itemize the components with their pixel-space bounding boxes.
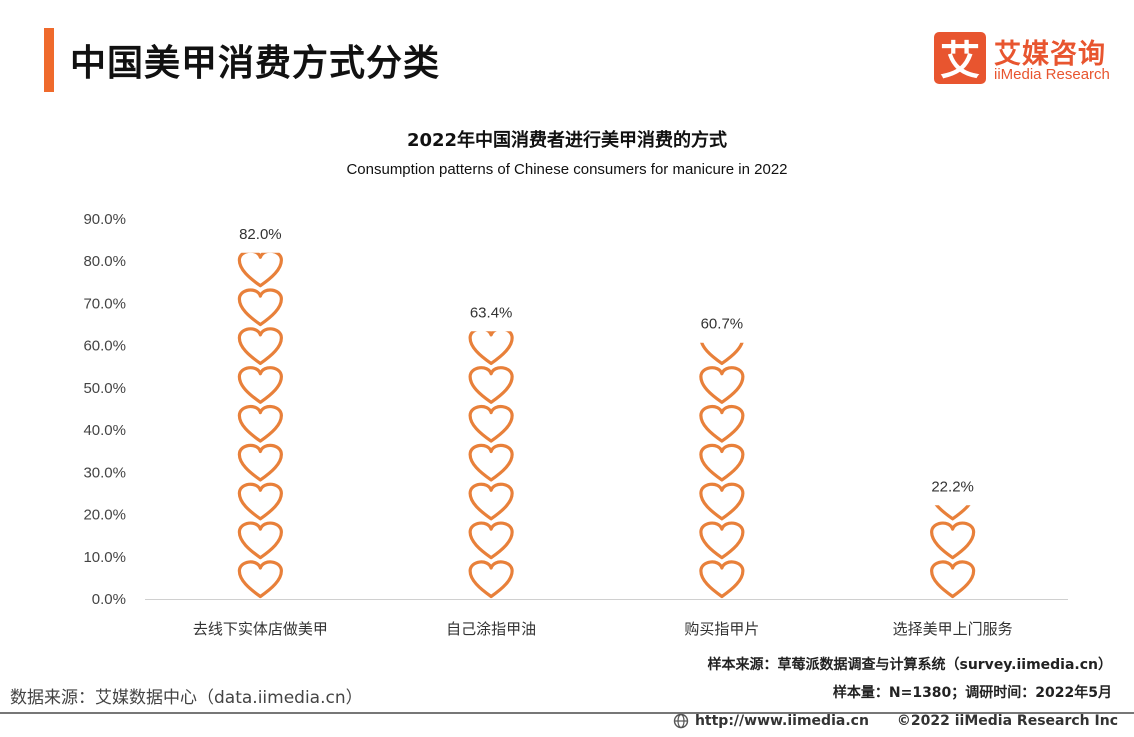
y-tick-label: 30.0% xyxy=(83,464,126,481)
logo-mark: 艾 xyxy=(934,32,986,84)
heart-icon xyxy=(237,443,283,482)
data-label: 82.0% xyxy=(239,226,282,243)
y-tick-label: 40.0% xyxy=(83,422,126,439)
bar-4 xyxy=(930,505,976,599)
page-title: 中国美甲消费方式分类 xyxy=(70,43,441,84)
heart-icon xyxy=(468,331,514,366)
heart-icon xyxy=(237,482,283,521)
heart-icon xyxy=(699,560,745,599)
y-tick-label: 70.0% xyxy=(83,295,126,312)
logo-mark-char: 艾 xyxy=(940,38,980,84)
title-accent-bar xyxy=(44,28,54,92)
y-tick-label: 20.0% xyxy=(83,507,126,524)
heart-icon xyxy=(237,521,283,560)
y-tick-label: 90.0% xyxy=(83,211,126,228)
heart-icon xyxy=(930,521,976,560)
heart-icon xyxy=(699,405,745,443)
heart-icon xyxy=(237,327,283,366)
globe-icon xyxy=(673,713,689,729)
heart-icon xyxy=(468,521,514,560)
heart-icon xyxy=(237,405,283,443)
x-tick-label: 选择美甲上门服务 xyxy=(893,620,1013,638)
heart-icon xyxy=(700,342,744,366)
data-label: 60.7% xyxy=(701,316,744,333)
bar-2 xyxy=(468,331,514,599)
x-tick-label: 购买指甲片 xyxy=(684,620,759,638)
logo-name-cn: 艾媒咨询 xyxy=(994,39,1106,70)
data-source: 数据来源：艾媒数据中心（data.iimedia.cn） xyxy=(10,688,363,708)
heart-icon xyxy=(237,560,283,599)
chart-subtitle: Consumption patterns of Chinese consumer… xyxy=(346,161,788,178)
heart-icon xyxy=(699,521,745,560)
heart-icon xyxy=(699,482,745,521)
sample-size-note: 样本量：N=1380；调研时间：2022年5月 xyxy=(832,685,1112,701)
heart-icon xyxy=(237,288,283,327)
footer-divider xyxy=(0,712,1134,714)
heart-icon xyxy=(468,482,514,521)
sample-source-note: 样本来源：草莓派数据调查与计算系统（survey.iimedia.cn） xyxy=(707,657,1112,673)
footer-copyright: ©2022 iiMedia Research Inc xyxy=(896,713,1118,729)
bar-1 xyxy=(237,252,283,599)
y-tick-label: 60.0% xyxy=(83,338,126,355)
heart-icon xyxy=(468,560,514,599)
chart-title: 2022年中国消费者进行美甲消费的方式 xyxy=(406,130,728,151)
logo-name-en: iiMedia Research xyxy=(994,66,1110,83)
y-tick-label: 50.0% xyxy=(83,380,126,397)
y-tick-label: 0.0% xyxy=(92,591,126,608)
heart-icon xyxy=(237,252,283,288)
heart-icon xyxy=(468,405,514,443)
heart-icon xyxy=(699,443,745,482)
bar-3 xyxy=(699,342,745,599)
heart-icon xyxy=(699,366,745,404)
footer: http://www.iimedia.cn ©2022 iiMedia Rese… xyxy=(673,713,1118,729)
heart-icon xyxy=(468,443,514,482)
y-tick-label: 80.0% xyxy=(83,253,126,270)
heart-icon xyxy=(237,366,283,404)
footer-url[interactable]: http://www.iimedia.cn xyxy=(694,713,869,729)
x-tick-label: 自己涂指甲油 xyxy=(446,620,536,638)
heart-icon xyxy=(468,366,514,404)
iimedia-logo: 艾 艾媒咨询 iiMedia Research xyxy=(934,30,1124,86)
heart-icon xyxy=(930,560,976,599)
data-label: 22.2% xyxy=(931,478,974,495)
data-label: 63.4% xyxy=(470,304,513,321)
logo-ai-icon: 艾 xyxy=(934,32,986,84)
y-tick-label: 10.0% xyxy=(83,549,126,566)
x-tick-label: 去线下实体店做美甲 xyxy=(193,620,328,638)
